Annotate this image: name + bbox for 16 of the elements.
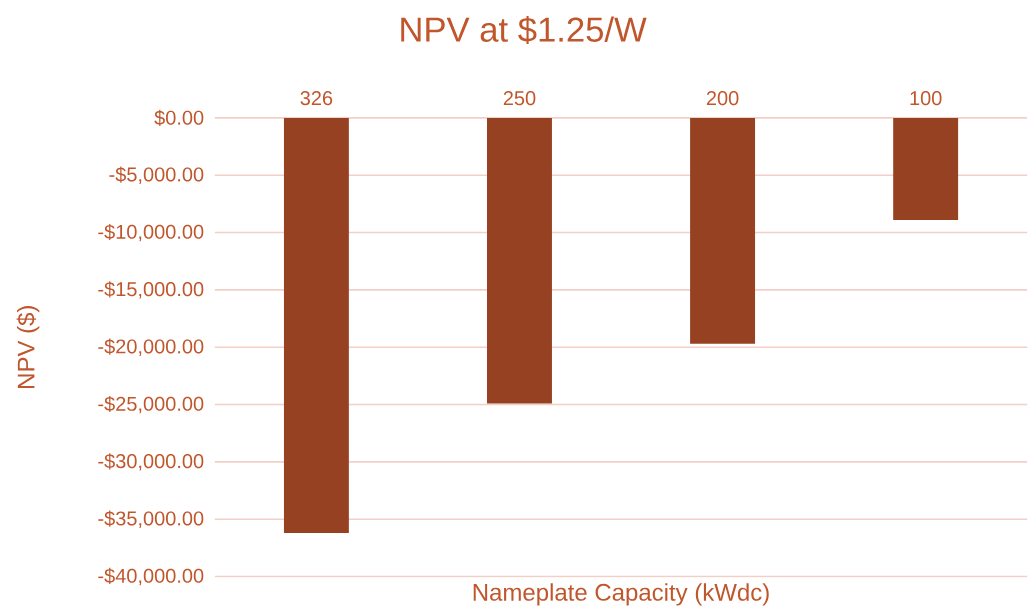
- x-axis-title: Nameplate Capacity (kWdc): [473, 583, 769, 606]
- x-tick-label: 326: [300, 91, 333, 106]
- chart-title: NPV at $1.25/W: [401, 16, 647, 45]
- y-tick-label: -$35,000.00: [98, 510, 204, 529]
- x-tick-label: 100: [910, 91, 942, 106]
- y-tick-label: -$5,000.00: [109, 166, 204, 185]
- y-tick-label: -$15,000.00: [98, 281, 204, 299]
- y-tick-label: -$30,000.00: [98, 453, 204, 471]
- x-tick-label: 250: [503, 91, 536, 106]
- y-axis-title: NPV ($): [16, 306, 40, 389]
- y-tick-label: -$20,000.00: [98, 338, 204, 357]
- x-tick-label: 200: [706, 91, 739, 106]
- y-tick-label: $0.00: [154, 110, 204, 127]
- y-tick-label: -$10,000.00: [98, 224, 204, 242]
- y-tick-label: -$25,000.00: [98, 396, 204, 414]
- y-tick-label: -$40,000.00: [98, 568, 204, 586]
